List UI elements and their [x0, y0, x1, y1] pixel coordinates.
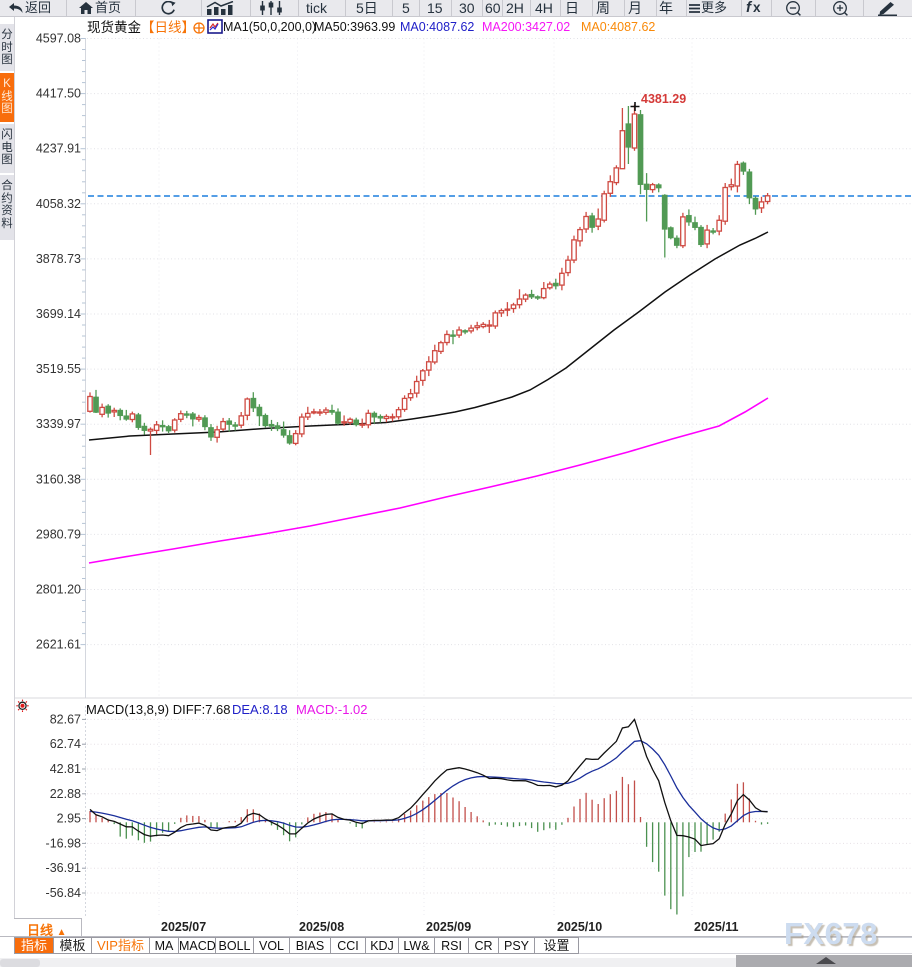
svg-text:4417.50: 4417.50	[36, 87, 81, 101]
svg-text:42.81: 42.81	[50, 762, 81, 776]
svg-text:62.74: 62.74	[50, 737, 81, 751]
svg-text:3878.73: 3878.73	[36, 252, 81, 266]
svg-text:3160.38: 3160.38	[36, 472, 81, 486]
svg-text:DEA:8.18: DEA:8.18	[232, 702, 288, 717]
svg-text:4381.29: 4381.29	[641, 92, 686, 106]
svg-text:2621.61: 2621.61	[36, 638, 81, 652]
svg-text:MACD(13,8,9) DIFF:7.68: MACD(13,8,9) DIFF:7.68	[86, 702, 231, 717]
svg-text:4237.91: 4237.91	[36, 142, 81, 156]
svg-text:-56.84: -56.84	[46, 886, 81, 900]
svg-text:3339.97: 3339.97	[36, 417, 81, 431]
svg-text:-36.91: -36.91	[46, 861, 81, 875]
svg-text:2801.20: 2801.20	[36, 583, 81, 597]
svg-text:2980.79: 2980.79	[36, 527, 81, 541]
svg-text:4058.32: 4058.32	[36, 197, 81, 211]
svg-text:MACD:-1.02: MACD:-1.02	[296, 702, 368, 717]
svg-text:-16.98: -16.98	[46, 836, 81, 850]
svg-text:3699.14: 3699.14	[36, 307, 81, 321]
svg-text:82.67: 82.67	[50, 712, 81, 726]
svg-text:2.95: 2.95	[57, 812, 81, 826]
svg-text:3519.55: 3519.55	[36, 362, 81, 376]
svg-text:4597.08: 4597.08	[36, 32, 81, 46]
svg-text:22.88: 22.88	[50, 787, 81, 801]
